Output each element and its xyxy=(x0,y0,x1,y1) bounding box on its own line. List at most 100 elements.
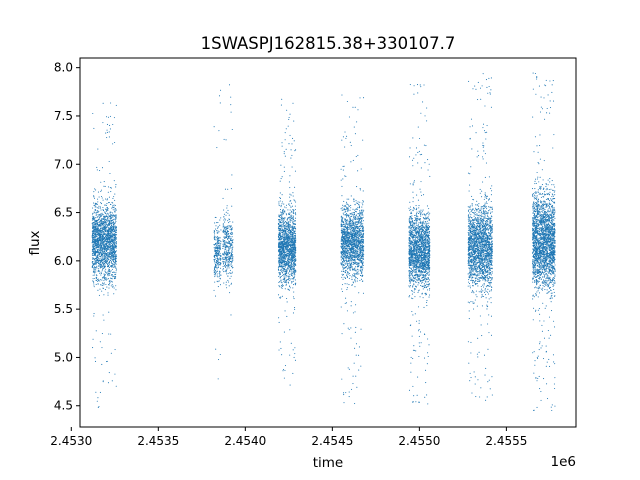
data-point xyxy=(355,252,357,254)
data-point xyxy=(232,260,234,262)
data-point xyxy=(278,249,280,251)
data-point xyxy=(93,227,95,229)
data-point xyxy=(217,255,219,257)
data-point xyxy=(109,277,111,279)
data-point xyxy=(278,241,280,243)
data-point xyxy=(293,242,295,244)
data-point xyxy=(288,229,291,231)
data-point xyxy=(229,236,231,238)
data-point xyxy=(350,250,352,252)
data-point xyxy=(106,286,108,288)
data-point xyxy=(351,239,353,241)
data-point xyxy=(286,229,288,231)
data-point xyxy=(227,272,229,274)
data-point xyxy=(113,287,115,289)
data-point xyxy=(291,248,293,250)
data-point xyxy=(284,364,287,367)
data-point xyxy=(288,258,290,261)
data-points xyxy=(91,72,556,412)
data-point xyxy=(231,174,233,176)
data-point xyxy=(294,235,296,237)
data-point xyxy=(292,277,295,279)
data-point xyxy=(343,276,345,278)
data-point xyxy=(225,214,227,216)
data-point xyxy=(285,280,287,282)
data-point xyxy=(98,240,100,242)
data-point xyxy=(229,237,231,239)
data-point xyxy=(213,247,215,249)
data-point xyxy=(100,202,102,204)
data-point xyxy=(105,236,107,238)
data-point xyxy=(103,273,105,275)
data-point xyxy=(94,360,97,363)
data-point xyxy=(292,258,294,260)
data-point xyxy=(289,209,291,211)
data-point xyxy=(101,234,104,236)
data-point xyxy=(346,273,348,275)
data-point xyxy=(289,244,292,246)
data-point xyxy=(348,251,350,253)
data-point xyxy=(93,229,95,231)
data-point xyxy=(102,261,104,263)
data-point xyxy=(292,221,294,223)
data-point xyxy=(107,294,109,296)
data-point xyxy=(216,146,218,149)
data-point xyxy=(362,264,364,266)
data-point xyxy=(100,247,102,249)
data-point xyxy=(219,236,221,239)
data-point xyxy=(278,317,280,319)
data-point xyxy=(354,249,356,251)
data-point xyxy=(279,280,281,283)
data-point xyxy=(95,391,97,393)
data-point xyxy=(280,260,282,262)
data-point xyxy=(283,166,285,168)
data-point xyxy=(294,200,296,202)
data-point xyxy=(94,188,96,190)
data-point xyxy=(103,250,105,253)
data-point xyxy=(229,277,231,279)
data-point xyxy=(287,279,289,281)
data-point xyxy=(107,263,109,266)
data-point xyxy=(110,225,113,227)
data-point xyxy=(92,249,94,251)
data-point xyxy=(108,229,111,231)
data-point xyxy=(218,95,221,97)
data-point xyxy=(214,242,217,244)
data-point xyxy=(105,234,108,237)
data-point xyxy=(291,255,293,257)
data-point xyxy=(108,252,110,254)
data-point xyxy=(290,278,292,280)
data-point xyxy=(227,231,230,233)
data-point xyxy=(287,266,289,268)
data-point xyxy=(107,216,109,218)
data-point xyxy=(110,211,112,213)
data-point xyxy=(280,280,282,282)
data-point xyxy=(286,109,288,111)
data-point xyxy=(340,208,342,210)
data-point xyxy=(95,262,97,264)
data-point xyxy=(216,230,218,232)
data-point xyxy=(217,232,219,234)
data-point xyxy=(101,212,103,214)
data-point xyxy=(110,285,112,287)
data-point xyxy=(213,268,216,270)
data-point xyxy=(113,248,115,250)
data-point xyxy=(222,247,224,250)
data-point xyxy=(226,250,228,252)
data-point xyxy=(114,211,116,213)
data-point xyxy=(94,234,96,236)
data-point xyxy=(341,209,343,211)
data-point xyxy=(278,264,280,266)
data-point xyxy=(111,256,113,258)
data-point xyxy=(283,281,285,283)
data-point xyxy=(345,223,347,225)
data-point xyxy=(225,235,227,237)
data-point xyxy=(342,204,344,206)
data-point xyxy=(284,254,286,256)
data-point xyxy=(214,249,216,251)
data-point xyxy=(106,262,108,265)
data-point xyxy=(216,273,218,275)
data-point xyxy=(291,220,293,222)
data-point xyxy=(94,225,96,227)
data-point xyxy=(228,267,230,269)
